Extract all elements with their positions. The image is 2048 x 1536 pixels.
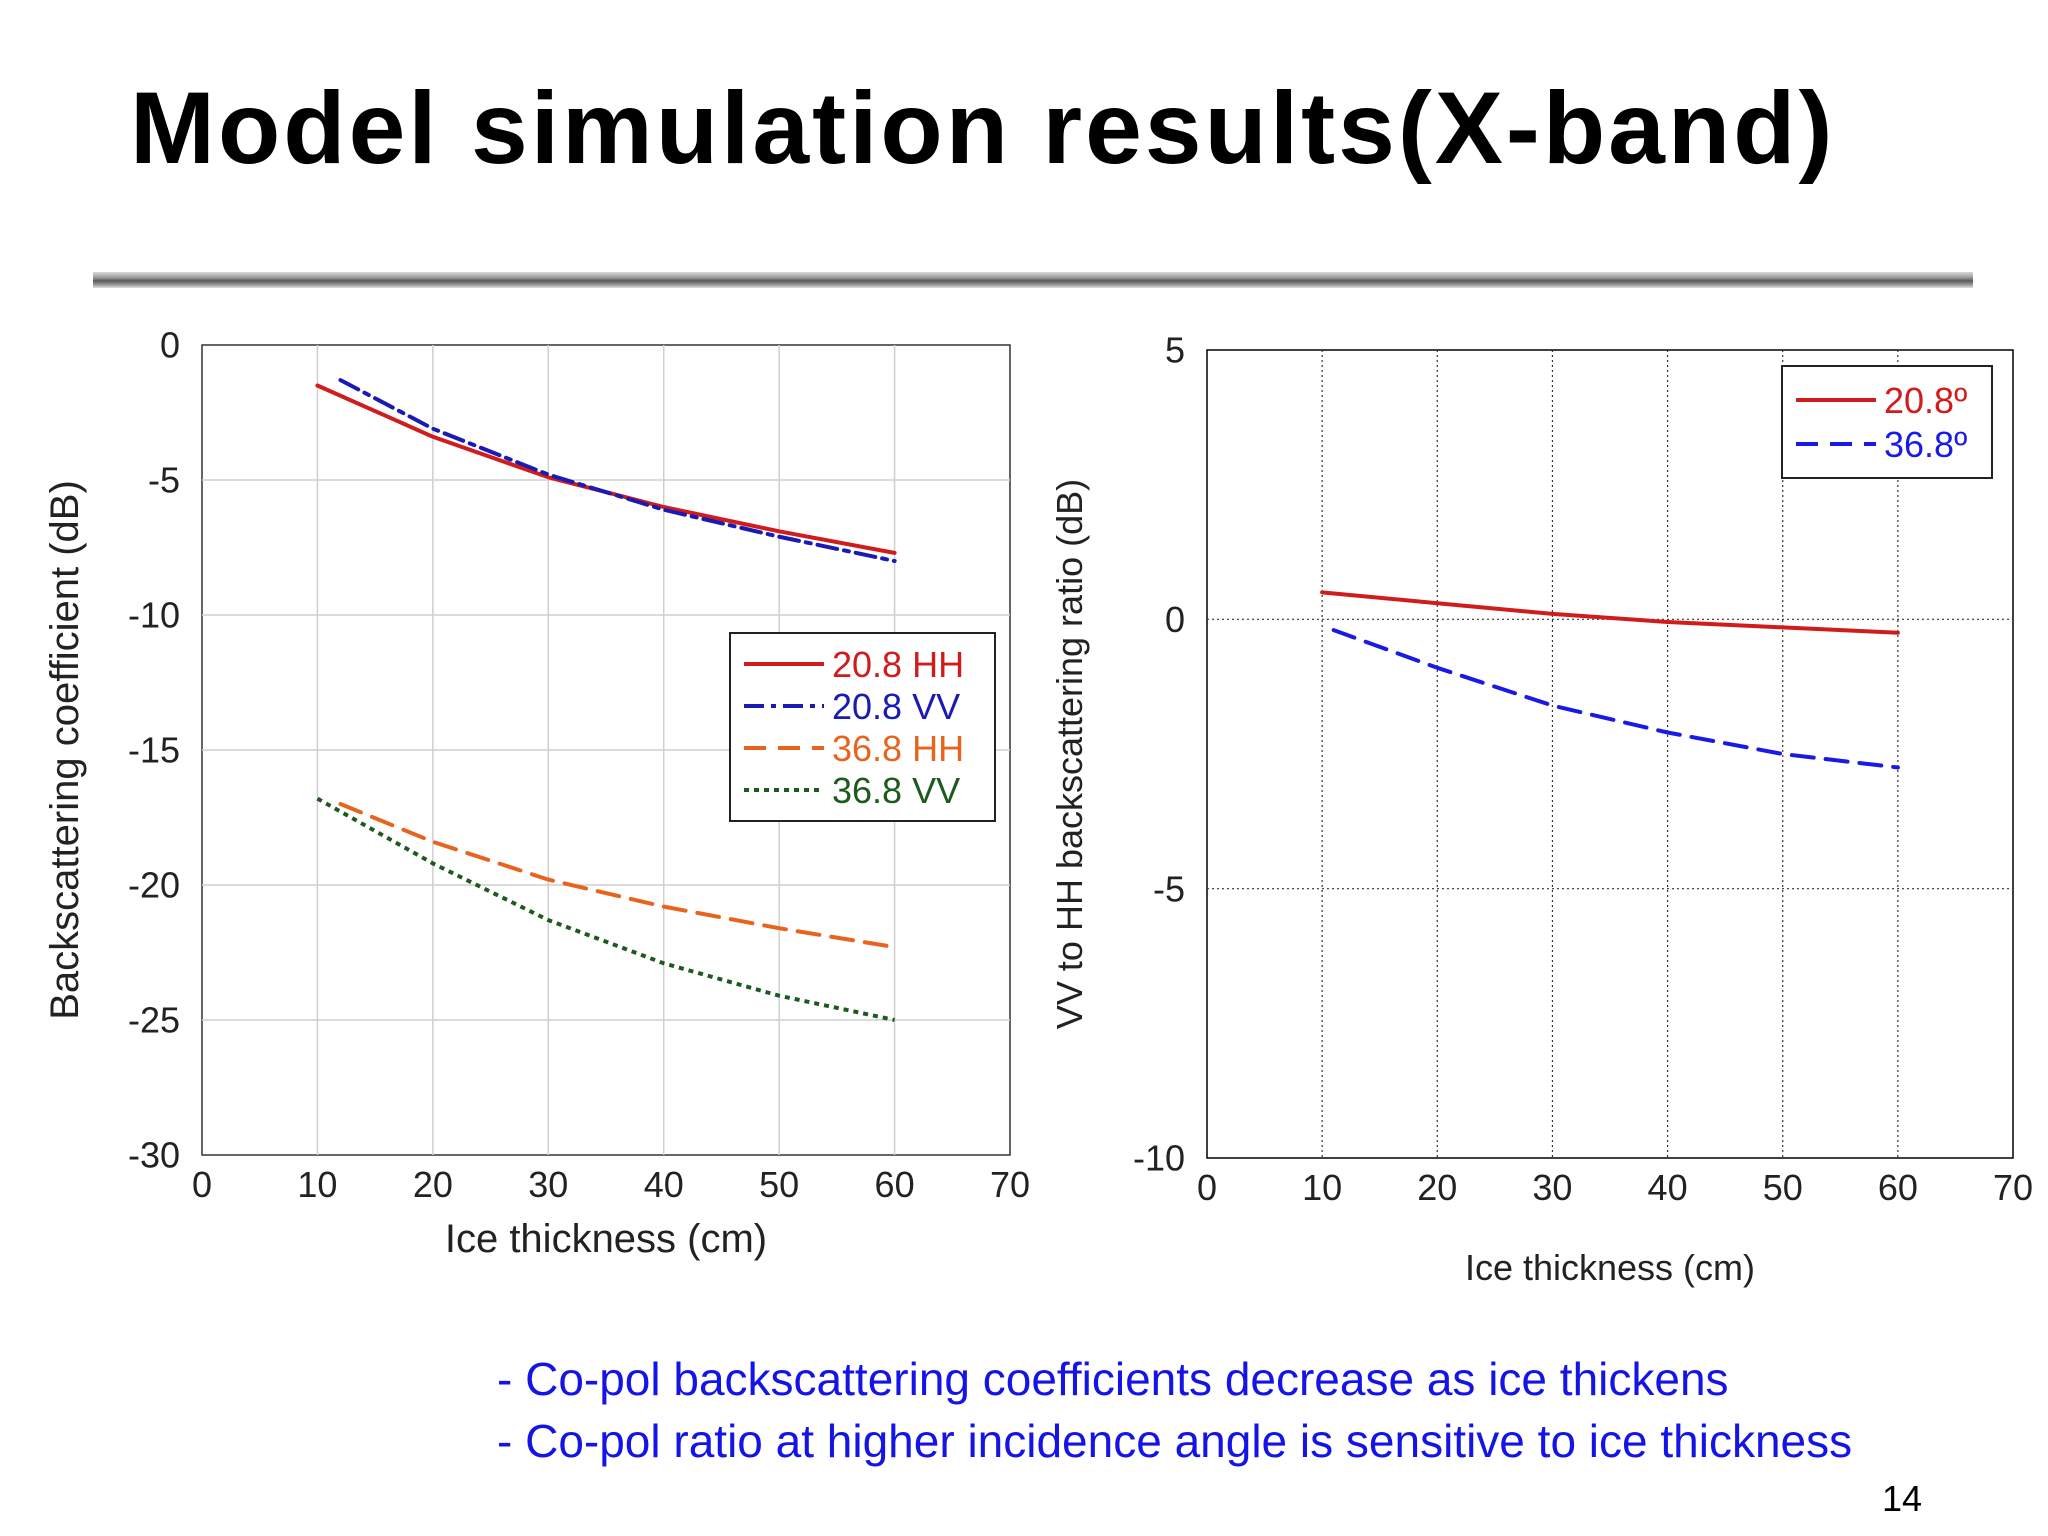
y-tick-label: 0 [160,325,180,366]
legend-entry: 36.8 HH [832,728,964,769]
bullet-list: - Co-pol backscattering coefficients dec… [497,1348,1852,1472]
legend-entry: 20.8º [1884,380,1967,421]
x-tick-label: 40 [644,1164,684,1205]
x-tick-label: 60 [1878,1167,1918,1208]
y-tick-label: -10 [128,595,180,636]
page-number: 14 [1882,1478,1923,1519]
y-tick-label: 5 [1165,330,1185,371]
y-tick-label: -15 [128,730,180,771]
series-line [338,378,897,563]
x-axis-label: Ice thickness (cm) [445,1217,767,1261]
y-tick-label: -30 [128,1135,180,1176]
title-divider [93,272,1973,288]
slide-title: Model simulation results(X-band) [130,71,1836,185]
x-tick-label: 60 [875,1164,915,1205]
x-tick-label: 20 [1417,1167,1457,1208]
x-tick-label: 70 [1993,1167,2033,1208]
x-tick-label: 10 [297,1164,337,1205]
legend-entry: 20.8 HH [832,644,964,685]
series-line [316,796,896,1022]
y-tick-label: -25 [128,1000,180,1041]
x-tick-label: 10 [1302,1167,1342,1208]
legend-entry: 36.8 VV [832,770,960,811]
x-tick-label: 0 [1197,1167,1217,1208]
legend-entry: 20.8 VV [832,686,960,727]
bullet-item: - Co-pol backscattering coefficients dec… [497,1353,1729,1405]
y-tick-label: -5 [1153,868,1185,909]
series-line [1331,628,1900,770]
x-tick-label: 50 [1763,1167,1803,1208]
y-tick-label: -20 [128,865,180,906]
y-tick-label: 0 [1165,599,1185,640]
series-line [338,802,897,950]
bullet-item: - Co-pol ratio at higher incidence angle… [497,1415,1853,1467]
x-tick-label: 30 [1532,1167,1572,1208]
y-axis-label: VV to HH backscattering ratio (dB) [1049,479,1090,1029]
x-tick-label: 0 [192,1164,212,1205]
y-axis-label: Backscattering coefficient (dB) [43,480,87,1020]
y-tick-label: -10 [1133,1138,1185,1179]
y-tick-label: -5 [148,460,180,501]
plot-area [1206,349,2014,1159]
series-line [1320,590,1900,635]
legend-box [1781,365,1993,479]
legend-entry: 36.8º [1884,424,1967,465]
left-chart: 0 10 20 30 40 50 60 70 0 -5 -10 -15 -20 -25 -30 Ice thi… [43,325,1030,1261]
x-axis-label: Ice thickness (cm) [1465,1247,1755,1288]
x-tick-label: 20 [413,1164,453,1205]
x-tick-label: 70 [990,1164,1030,1205]
x-tick-label: 30 [528,1164,568,1205]
x-tick-label: 40 [1648,1167,1688,1208]
x-tick-label: 50 [759,1164,799,1205]
